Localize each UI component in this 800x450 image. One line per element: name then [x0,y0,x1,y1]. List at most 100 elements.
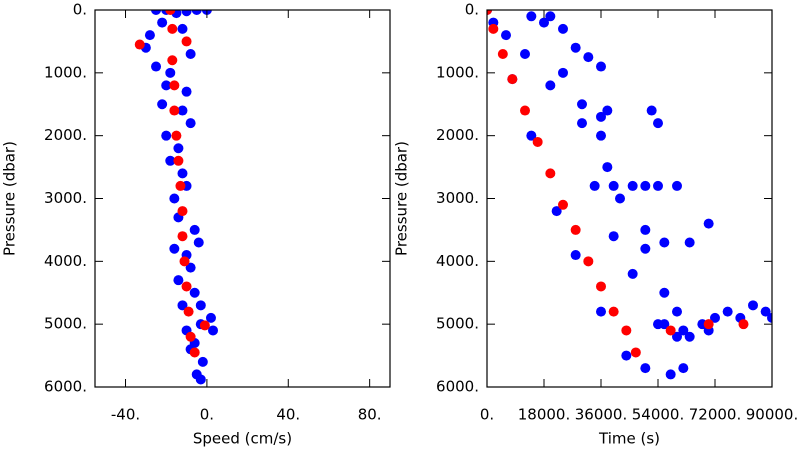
point [80,41,90,51]
point [627,180,638,191]
point [710,312,720,323]
point [197,356,208,367]
point [181,36,192,47]
x-axis-label: Time (s) [598,430,660,448]
point [205,312,216,323]
point [507,74,518,85]
x-tick-label: 90000. [746,406,799,424]
x-tick-label: 40. [276,406,300,424]
point [621,325,632,336]
point [558,199,568,210]
point [539,17,549,28]
point [195,374,206,385]
point [659,237,670,248]
frame [94,9,391,388]
plot-area [80,10,218,385]
point [501,30,511,41]
point [191,10,202,15]
y-tick-label: 5000. [44,315,87,333]
point [589,180,600,191]
y-tick-label: 1000. [44,63,87,81]
point [602,105,613,116]
point [151,61,162,72]
point [185,48,196,59]
point [520,105,530,116]
point [596,130,606,141]
point [665,325,676,336]
point [169,105,180,116]
point [659,319,670,330]
point [678,363,689,374]
point [672,331,682,342]
y-tick-label: 4000. [436,252,479,270]
x-tick-label: 0. [200,406,214,424]
y-tick-label: 1000. [436,63,479,81]
y-tick-label: 2000. [436,126,479,144]
point [157,17,168,28]
point [167,23,178,34]
point [185,118,196,129]
point [596,306,606,317]
point [577,99,587,110]
point [177,23,188,34]
point [545,11,556,22]
point [672,306,682,317]
point [179,256,190,267]
point [703,319,714,330]
point [181,281,192,292]
point [545,168,556,179]
point [545,80,556,91]
point [558,67,568,78]
x-tick-label: 18000. [518,406,571,424]
y-tick-label: 5000. [436,315,479,333]
point [208,325,218,336]
x-tick-label: 80. [358,406,382,424]
x-axis-label: Speed (cm/s) [193,430,292,448]
point [684,237,695,248]
point [165,10,176,15]
point [151,10,162,15]
y-axis-label: Pressure (dbar) [1,141,19,256]
point [497,48,508,59]
x-tick-label: 54000. [632,406,685,424]
point [161,130,172,141]
point [144,30,155,41]
point [177,300,188,311]
point [621,350,632,361]
point [134,39,145,50]
y-tick-label: 2000. [44,126,87,144]
point [551,206,562,217]
y-tick-label: 3000. [44,189,87,207]
y-tick-label: 0. [73,1,87,19]
point [177,105,188,116]
point [177,206,188,217]
point [199,320,210,331]
point [488,23,499,34]
point [630,347,641,358]
point [672,180,682,191]
point [608,180,619,191]
point [177,231,188,242]
point [583,256,594,267]
point [173,155,184,166]
point [577,118,587,129]
point [177,168,188,179]
y-tick-label: 3000. [436,189,479,207]
point [570,42,581,53]
point [157,99,168,110]
y-axis-label: Pressure (dbar) [393,141,411,256]
point [520,48,530,59]
point [195,300,206,311]
point [193,237,204,248]
point [570,250,581,261]
y-tick-label: 6000. [44,378,87,396]
x-tick-label: 0. [480,406,494,424]
point [161,80,172,91]
point [653,118,663,129]
point [659,287,670,298]
point [640,243,651,254]
point [703,218,714,229]
point [169,243,180,254]
x-tick-label: 72000. [689,406,742,424]
point [183,306,194,317]
